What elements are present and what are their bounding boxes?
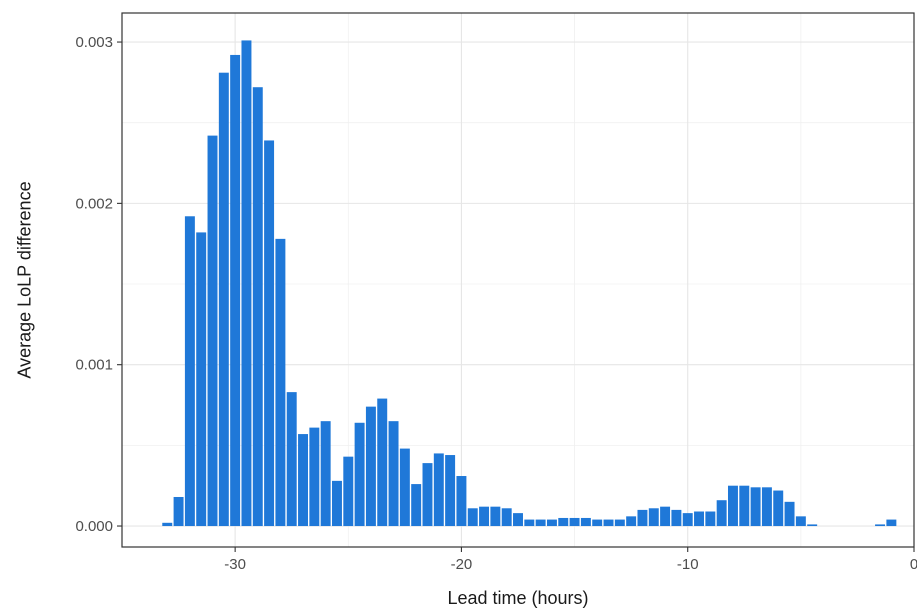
bar	[546, 519, 557, 527]
bar	[298, 434, 309, 527]
bar	[309, 427, 320, 527]
bar	[569, 517, 580, 527]
bar	[784, 501, 795, 527]
y-axis-title: Average LoLP difference	[14, 181, 34, 378]
y-tick-label: 0.002	[75, 195, 113, 212]
bar	[264, 140, 275, 527]
bar	[445, 455, 456, 527]
bar	[196, 232, 207, 527]
bar	[275, 238, 286, 527]
bar	[433, 453, 444, 527]
bar	[230, 54, 241, 527]
bar	[558, 517, 569, 527]
plot-panel-border	[121, 12, 915, 548]
bar	[705, 511, 716, 527]
y-tick-label: 0.003	[75, 34, 113, 51]
bar	[456, 476, 467, 527]
bar	[739, 485, 750, 527]
minor-grid	[122, 13, 914, 547]
bar	[343, 456, 354, 527]
bar	[377, 398, 388, 527]
bar	[513, 513, 523, 527]
bar	[637, 509, 648, 527]
bar	[750, 487, 761, 527]
bar	[388, 421, 399, 527]
bar	[682, 513, 693, 527]
bar	[671, 509, 682, 527]
bar	[535, 519, 546, 527]
bar	[603, 519, 614, 527]
bar	[648, 508, 659, 527]
bar	[354, 422, 365, 527]
x-axis-ticks: -30 -20 -10 0	[224, 547, 917, 573]
bar	[592, 519, 603, 527]
bar	[286, 392, 297, 527]
bar	[660, 506, 671, 527]
bar	[252, 87, 263, 527]
bar	[490, 506, 501, 527]
bar	[365, 406, 376, 527]
bar	[501, 508, 512, 527]
bar	[886, 519, 897, 527]
bar	[218, 72, 229, 527]
bar	[773, 490, 784, 527]
x-tick-label: -10	[677, 556, 699, 573]
bar	[467, 508, 478, 527]
major-grid	[122, 13, 915, 547]
y-axis-ticks: 0.000 0.001 0.002 0.003	[75, 34, 122, 535]
bar	[479, 506, 490, 527]
x-tick-label: -30	[224, 556, 246, 573]
bar	[184, 216, 195, 527]
bar	[331, 480, 342, 527]
x-tick-label: 0	[910, 556, 917, 573]
bar	[614, 519, 625, 527]
bar	[807, 524, 818, 527]
bar	[173, 496, 184, 527]
x-tick-label: -20	[451, 556, 473, 573]
bar	[320, 421, 331, 527]
bar	[727, 485, 738, 527]
y-tick-label: 0.001	[75, 357, 113, 374]
bar	[694, 511, 705, 527]
bar	[241, 40, 252, 527]
bar	[399, 448, 410, 527]
bar	[875, 524, 886, 527]
bar	[761, 487, 772, 527]
bar	[580, 517, 591, 527]
y-tick-label: 0.000	[75, 518, 113, 535]
bar	[162, 522, 173, 527]
bar	[795, 516, 806, 527]
bar-series	[162, 40, 897, 527]
bar	[207, 135, 218, 527]
bar	[524, 519, 535, 527]
bar	[626, 516, 637, 527]
bar	[411, 484, 422, 527]
x-axis-title: Lead time (hours)	[447, 588, 588, 608]
bar	[716, 500, 727, 527]
bar	[422, 463, 433, 527]
